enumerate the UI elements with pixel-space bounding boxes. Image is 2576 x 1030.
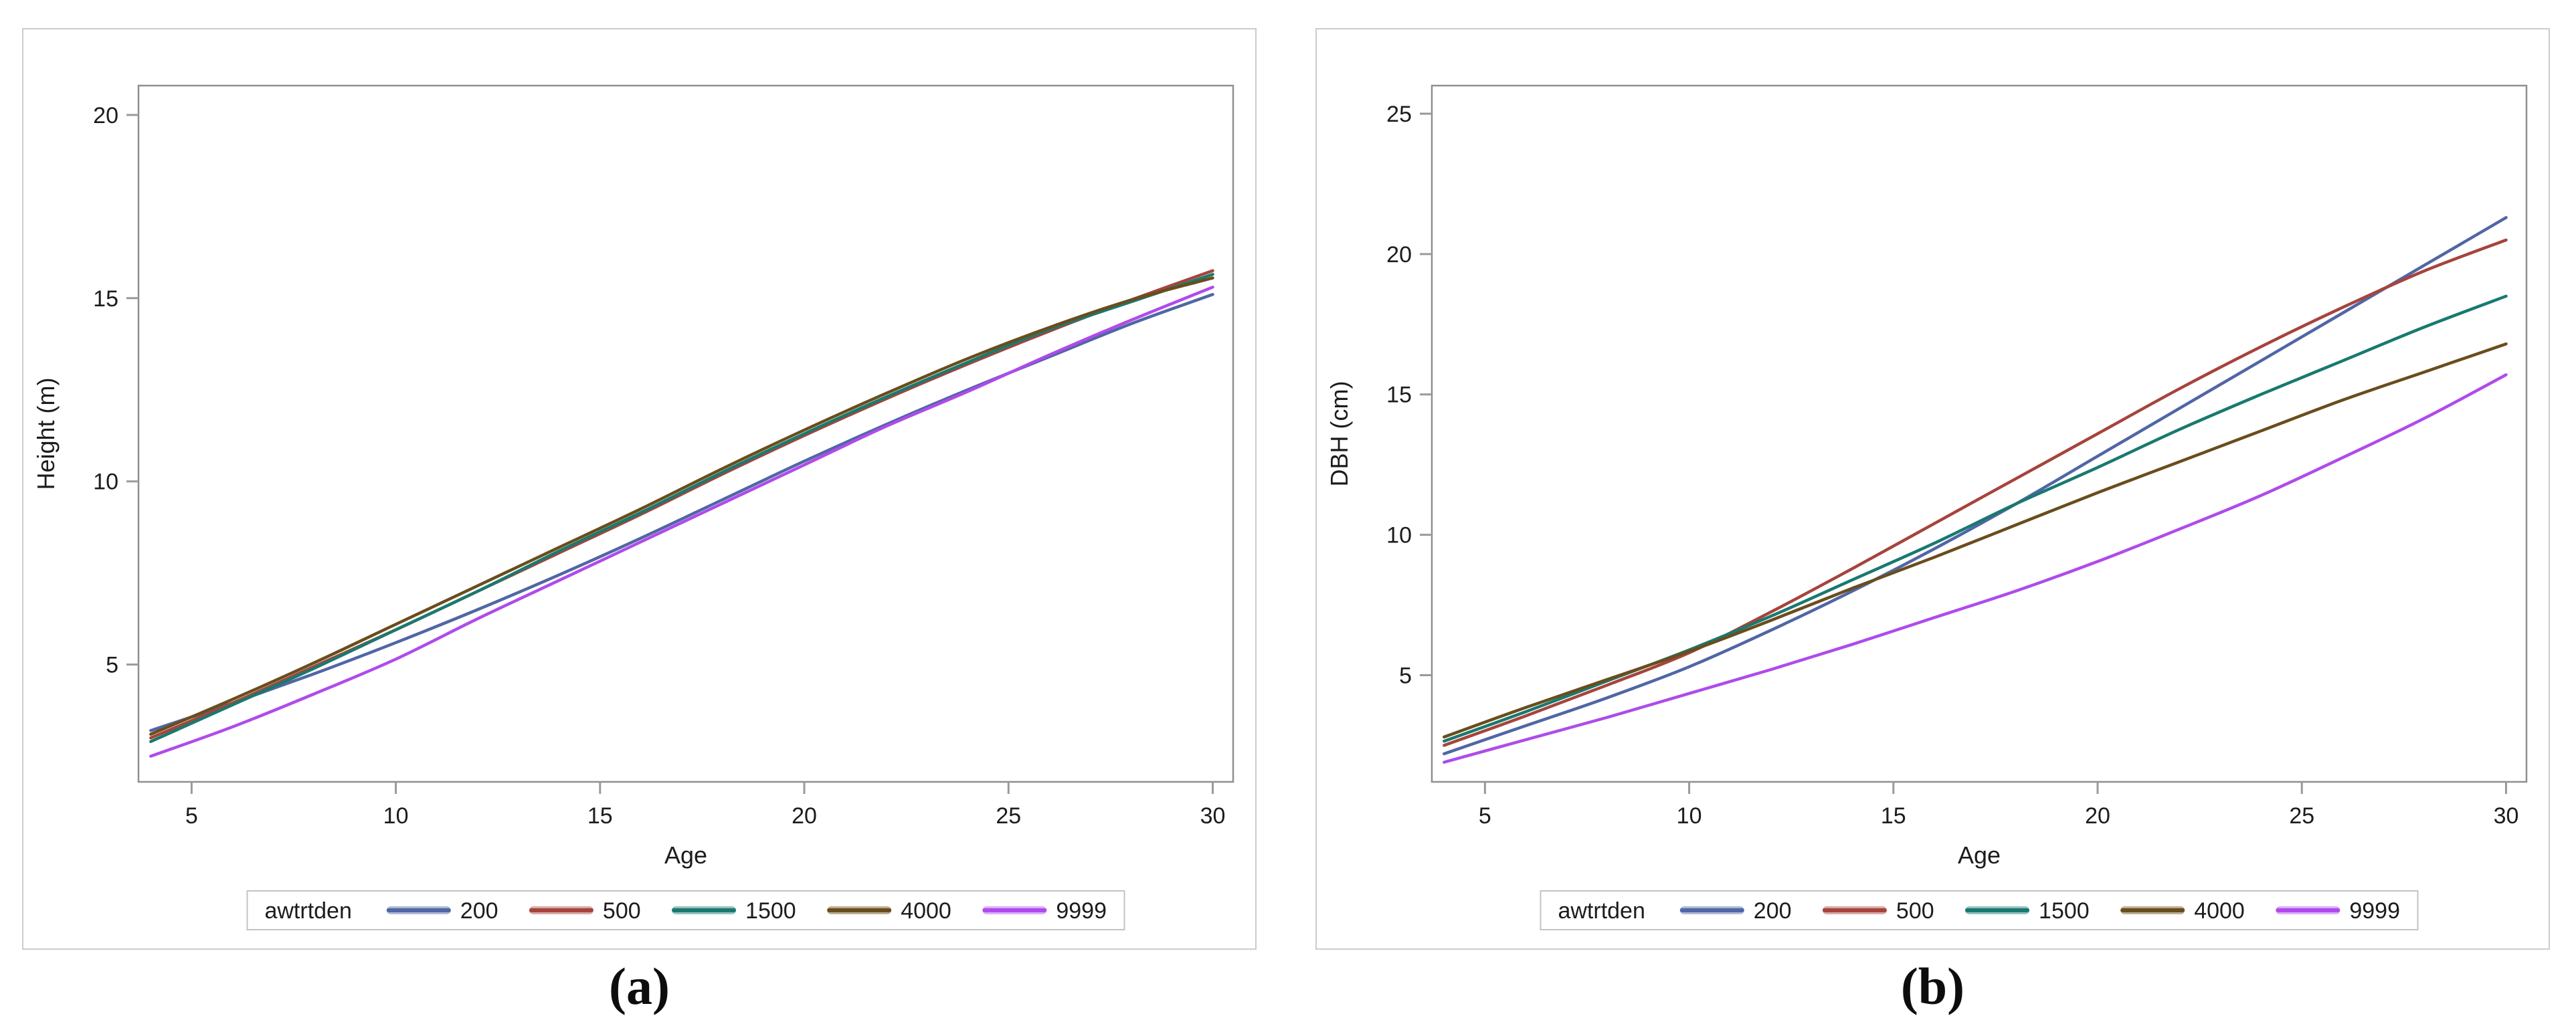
x-tick-label: 5 (1479, 803, 1491, 829)
y-tick-label: 25 (1386, 102, 1412, 127)
legend-item-9999: 9999 (982, 898, 1107, 924)
panel-b: 5 10 15 20 25 5 10 15 20 25 30 DBH (cm) Age awtrtden 2… (1315, 28, 2550, 950)
x-tick-label: 20 (792, 803, 817, 829)
x-tick-label: 15 (1881, 803, 1906, 829)
legend-item-200: 200 (386, 898, 498, 924)
series-line-500 (149, 269, 1214, 740)
legend-swatch (827, 908, 892, 912)
legend-swatch (386, 908, 451, 912)
legend-label: 4000 (901, 898, 951, 924)
y-tick-label: 20 (93, 103, 118, 128)
legend-item-500: 500 (1822, 898, 1934, 924)
series-line-1500 (1443, 294, 2508, 743)
x-tick-label: 25 (2289, 803, 2314, 829)
caption-b: (b) (1900, 957, 1965, 1015)
legend-swatch (2120, 908, 2185, 912)
x-tick-label: 10 (383, 803, 409, 829)
legend-item-4000: 4000 (2120, 898, 2245, 924)
series-line-4000 (149, 276, 1214, 736)
legend-swatch (1679, 908, 1744, 912)
legend-title: awtrtden (264, 898, 351, 924)
legend-label: 500 (603, 898, 641, 924)
legend-item-500: 500 (529, 898, 641, 924)
dbh-age-chart: 5 10 15 20 25 5 10 15 20 25 30 DBH (cm) Age awtrtden 2… (1325, 84, 2528, 930)
x-tick-label: 5 (185, 803, 198, 829)
legend-label: 9999 (2349, 898, 2400, 924)
legend-item-200: 200 (1679, 898, 1792, 924)
legend-item-1500: 1500 (672, 898, 796, 924)
series-line-1500 (149, 272, 1214, 743)
legend-label: 1500 (745, 898, 796, 924)
x-tick-label: 20 (2085, 803, 2110, 829)
legend-swatch (2276, 908, 2340, 912)
legend-swatch (672, 908, 737, 912)
series-line-9999 (1443, 373, 2508, 764)
legend-item-4000: 4000 (827, 898, 951, 924)
legend-item-1500: 1500 (1965, 898, 2090, 924)
y-tick-label: 5 (106, 653, 118, 678)
series-line-200 (1443, 216, 2508, 756)
x-tick-label: 25 (996, 803, 1021, 829)
x-tick-label: 10 (1677, 803, 1702, 829)
y-axis-title: Height (m) (32, 377, 60, 490)
legend-swatch (1822, 908, 1887, 912)
series-line-500 (1443, 238, 2508, 747)
plot-border (137, 84, 1234, 783)
legend-swatch (529, 908, 593, 912)
x-tick-label: 15 (587, 803, 613, 829)
x-tick-label: 30 (2494, 803, 2519, 829)
y-tick-label: 5 (1399, 663, 1412, 688)
y-tick-label: 10 (1386, 523, 1412, 548)
series-line-9999 (149, 286, 1214, 758)
y-tick-label: 15 (1386, 383, 1412, 408)
caption-a: (a) (609, 957, 670, 1015)
y-tick-label: 10 (93, 470, 118, 495)
legend-item-9999: 9999 (2276, 898, 2400, 924)
legend-label: 200 (1754, 898, 1792, 924)
y-tick-label: 15 (93, 286, 118, 312)
series-line-4000 (1443, 342, 2508, 739)
legend-label: 500 (1896, 898, 1934, 924)
legend-label: 4000 (2194, 898, 2245, 924)
x-axis-title: Age (1958, 841, 2001, 869)
height-age-chart: 5 10 15 20 5 10 15 20 25 30 Height (m) Age awtrtden 2… (32, 84, 1234, 930)
y-tick-label: 20 (1386, 242, 1412, 268)
legend: awtrtden 200 500 1500 4000 9999 (1540, 890, 2419, 930)
legend-swatch (982, 908, 1047, 912)
x-tick-label: 30 (1200, 803, 1226, 829)
legend-label: 9999 (1056, 898, 1107, 924)
legend-title: awtrtden (1558, 898, 1645, 924)
legend-swatch (1965, 908, 2030, 912)
legend-label: 1500 (2039, 898, 2090, 924)
x-axis-title: Age (664, 841, 707, 869)
panel-a: 5 10 15 20 5 10 15 20 25 30 Height (m) Age awtrtden 2… (22, 28, 1257, 950)
legend-label: 200 (460, 898, 498, 924)
legend: awtrtden 200 500 1500 4000 9999 (246, 890, 1125, 930)
y-axis-title: DBH (cm) (1325, 381, 1353, 487)
plot-border (1431, 84, 2528, 783)
